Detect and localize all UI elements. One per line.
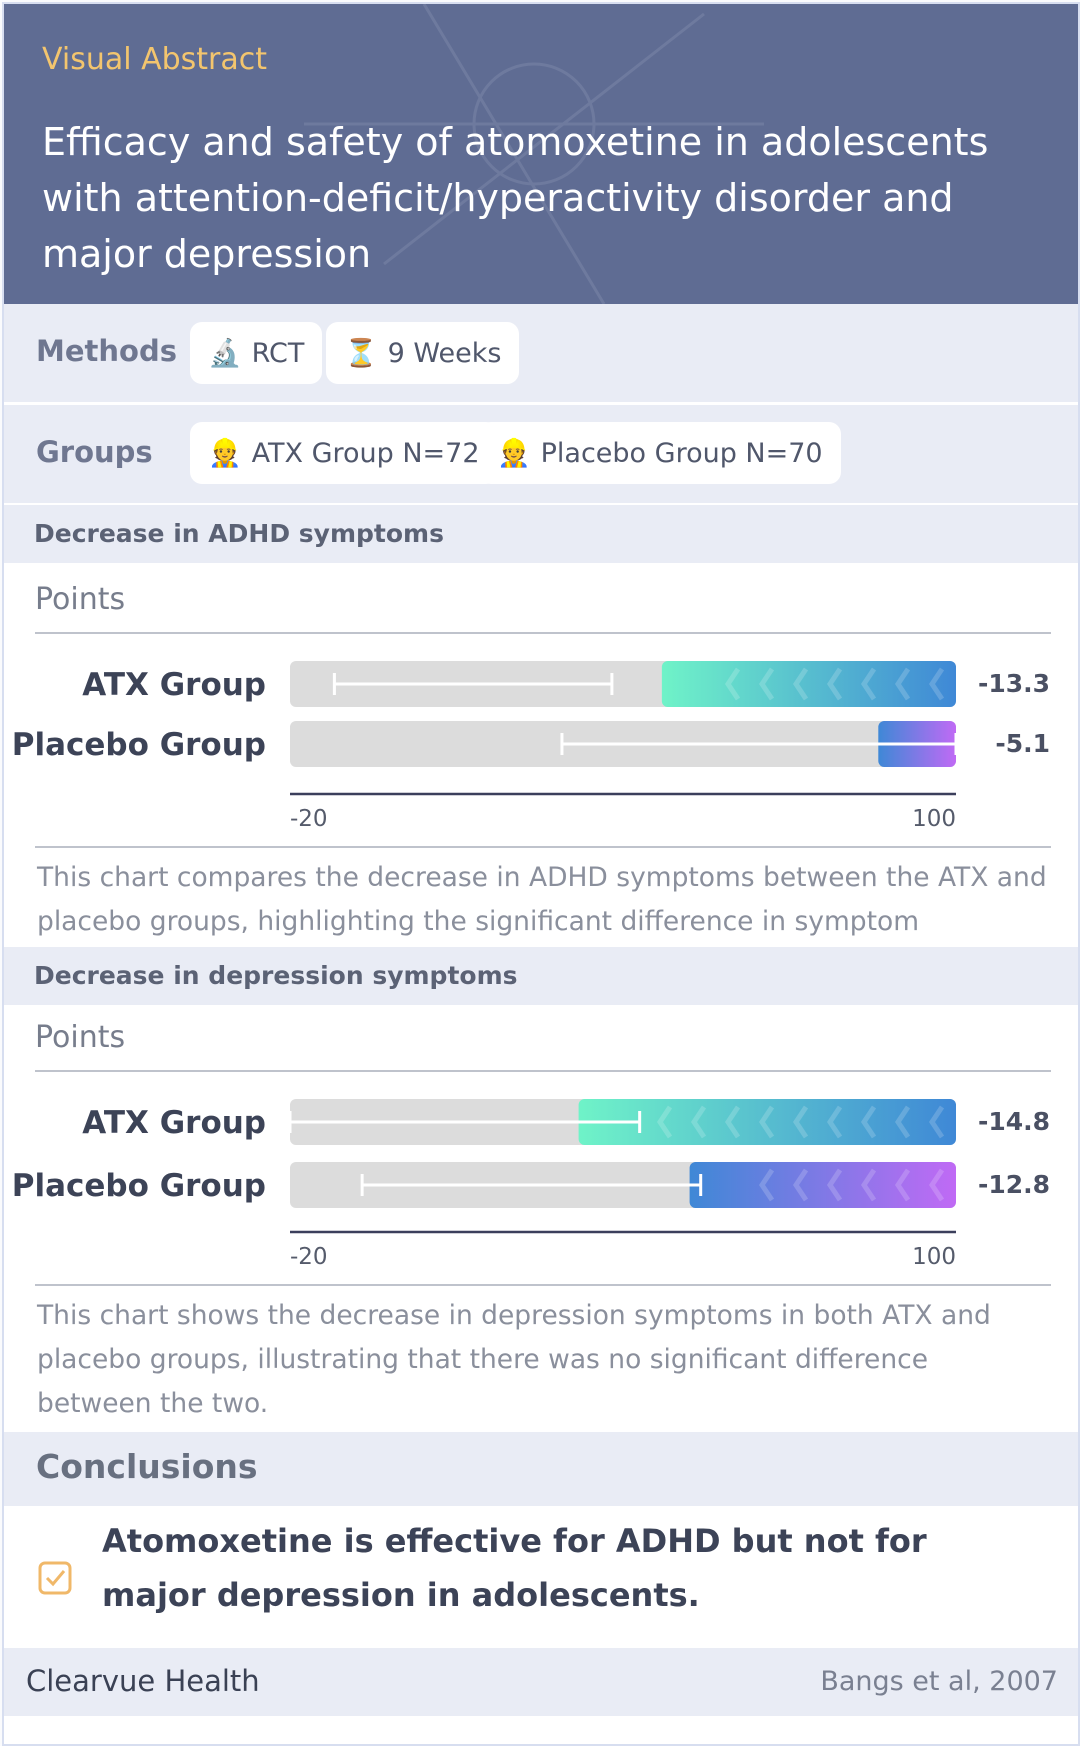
depression-top-rule <box>35 1070 1051 1072</box>
error-bar <box>360 1174 703 1196</box>
category-label: ATX Group <box>82 667 266 703</box>
adhd-chart: ATX Group -13.3 Placebo Group -5.1 -20 100 <box>12 661 1050 832</box>
citation: Bangs et al, 2007 <box>820 1666 1058 1697</box>
category-label: Placebo Group <box>12 1168 266 1204</box>
hourglass-icon: ⏳ <box>344 338 378 369</box>
error-bar <box>560 733 958 755</box>
value-label: -5.1 <box>995 729 1050 758</box>
depression-bottom-rule <box>35 1284 1051 1286</box>
brand-name: Clearvue Health <box>26 1664 260 1698</box>
groups-row: Groups 👷 ATX Group N=72 👷 Placebo Group … <box>4 405 1078 503</box>
error-bar <box>288 1111 642 1133</box>
bar-chevron-pattern <box>724 667 945 701</box>
bar <box>661 661 956 707</box>
value-label: -14.8 <box>978 1107 1050 1136</box>
adhd-section-title: Decrease in ADHD symptoms <box>34 519 444 548</box>
person-icon: 👷 <box>497 438 531 469</box>
page-title: Efficacy and safety of atomoxetine in ad… <box>42 120 989 276</box>
methods-label: Methods <box>36 334 177 368</box>
bar-chevron-pattern <box>758 1168 945 1202</box>
method-chip-label: 9 Weeks <box>387 337 502 369</box>
microscope-icon: 🔬 <box>208 338 242 369</box>
group-chip-label: Placebo Group N=70 <box>540 437 823 469</box>
value-label: -12.8 <box>978 1170 1050 1199</box>
tick-label: -20 <box>290 1244 328 1270</box>
depression-unit-label: Points <box>35 1020 126 1055</box>
header-banner: Visual Abstract Efficacy and safety of a… <box>4 4 1078 304</box>
depression-section-title: Decrease in depression symptoms <box>34 961 518 990</box>
depression-section-header: Decrease in depression symptoms <box>4 947 1078 1005</box>
depression-chart-description: This chart shows the decrease in depress… <box>37 1300 991 1419</box>
snowflake-texture <box>304 4 764 304</box>
error-bar <box>332 673 614 695</box>
conclusions-header: Conclusions <box>4 1432 1078 1506</box>
adhd-bottom-rule <box>35 846 1051 848</box>
group-chip-label: ATX Group N=72 <box>251 437 480 469</box>
value-label: -13.3 <box>978 669 1050 698</box>
methods-row: Methods 🔬 RCT ⏳ 9 Weeks <box>4 304 1078 404</box>
method-chip-rct: 🔬 RCT <box>190 322 323 384</box>
bar <box>578 1099 956 1145</box>
bar-chevron-pattern <box>656 1105 945 1139</box>
checkbox-icon <box>38 1561 72 1595</box>
divider <box>4 402 1078 405</box>
tick-label: -20 <box>290 806 328 832</box>
person-icon: 👷 <box>208 438 242 469</box>
method-chip-duration: ⏳ 9 Weeks <box>326 322 520 384</box>
adhd-section-header: Decrease in ADHD symptoms <box>4 505 1078 563</box>
category-label: ATX Group <box>82 1105 266 1141</box>
method-chip-label: RCT <box>251 337 305 369</box>
tick-label: 100 <box>912 806 956 832</box>
conclusions-title: Conclusions <box>36 1447 258 1486</box>
category-label: Placebo Group <box>12 727 266 763</box>
adhd-top-rule <box>35 632 1051 634</box>
group-chip-atx: 👷 ATX Group N=72 <box>190 422 498 484</box>
conclusion-statement: Atomoxetine is effective for ADHD but no… <box>102 1522 927 1614</box>
adhd-unit-label: Points <box>35 582 126 617</box>
groups-label: Groups <box>36 435 153 469</box>
footer: Clearvue Health Bangs et al, 2007 <box>4 1648 1078 1716</box>
depression-chart: ATX Group -14.8 Placebo Group -12.8 -20 100 <box>12 1099 1050 1270</box>
bar <box>689 1162 956 1208</box>
group-chip-placebo: 👷 Placebo Group N=70 <box>479 422 841 484</box>
visual-abstract-label: Visual Abstract <box>42 42 268 77</box>
tick-label: 100 <box>912 1244 956 1270</box>
